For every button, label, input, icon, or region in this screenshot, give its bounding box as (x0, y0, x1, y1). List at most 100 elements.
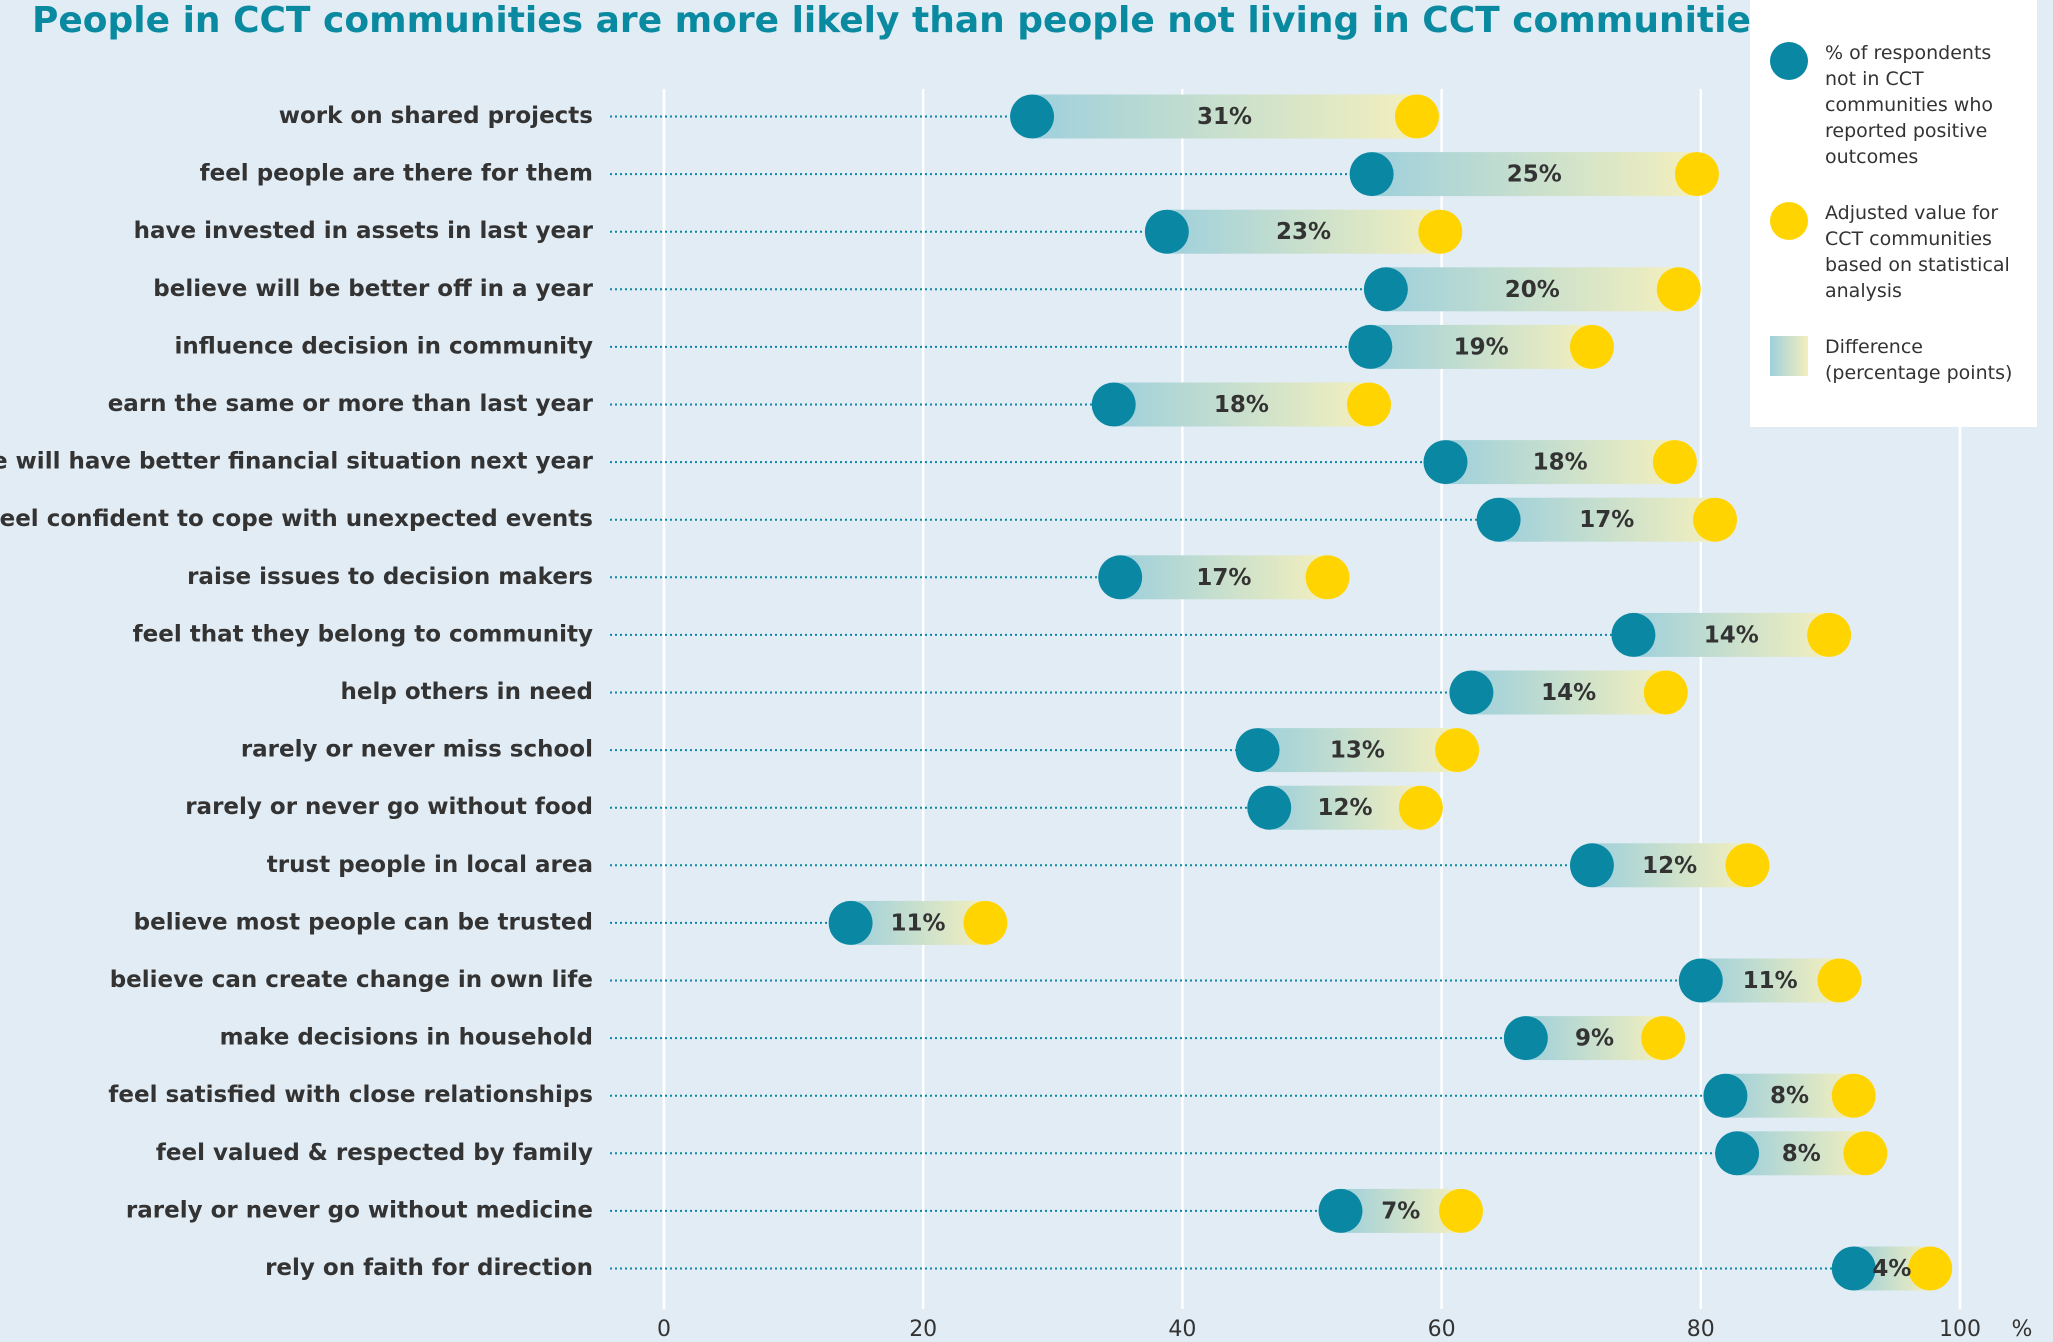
x-tick-label: 100 (1939, 1317, 1981, 1342)
dot-not-cct (1569, 843, 1614, 888)
difference-label: 17% (1196, 565, 1251, 591)
difference-bar (1269, 785, 1421, 830)
dot-not-cct (1476, 497, 1521, 542)
dot-not-cct (1678, 958, 1723, 1003)
difference-label: 19% (1454, 334, 1509, 360)
dot-adjusted (1656, 267, 1701, 312)
dot-adjusted (1843, 1131, 1888, 1176)
dot-not-cct (1363, 267, 1408, 312)
dot-adjusted (1725, 843, 1770, 888)
category-label: feel confident to cope with unexpected e… (0, 506, 593, 532)
difference-label: 14% (1541, 680, 1596, 706)
x-tick-label: 40 (1168, 1317, 1196, 1342)
dot-adjusted (1394, 94, 1439, 139)
category-label: help others in need (341, 679, 593, 705)
category-label: rarely or never miss school (241, 737, 593, 763)
dot-adjusted (1831, 1073, 1876, 1118)
difference-bar (1371, 152, 1697, 197)
category-label: believe will be better off in a year (153, 276, 593, 302)
category-label: rarely or never go without food (185, 794, 593, 820)
legend-item: % of respondents not in CCT communities … (1770, 40, 2017, 170)
difference-label: 20% (1505, 277, 1560, 303)
dot-adjusted (1641, 1016, 1686, 1061)
difference-label: 18% (1533, 450, 1588, 476)
dot-adjusted (1418, 209, 1463, 254)
difference-bar (1113, 382, 1370, 427)
difference-label: 11% (890, 910, 945, 936)
dot-adjusted (1435, 728, 1480, 773)
difference-bar (850, 900, 986, 945)
dot-not-cct (1235, 728, 1280, 773)
category-label: have invested in assets in last year (134, 218, 594, 244)
category-label: make decisions in household (220, 1025, 593, 1051)
category-label: believe will have better financial situa… (0, 449, 594, 475)
difference-label: 13% (1330, 738, 1385, 764)
dot-adjusted (1439, 1188, 1484, 1233)
dot-adjusted (1347, 382, 1392, 427)
dot-adjusted (1569, 324, 1614, 369)
difference-bar (1633, 612, 1830, 657)
difference-bar (1120, 555, 1328, 600)
dot-adjusted (1398, 785, 1443, 830)
category-label: rely on faith for direction (265, 1255, 593, 1281)
category-label: earn the same or more than last year (108, 391, 594, 417)
difference-label: 11% (1743, 968, 1798, 994)
difference-label: 18% (1214, 392, 1269, 418)
dot-not-cct (1318, 1188, 1363, 1233)
category-label: raise issues to decision makers (187, 564, 593, 590)
difference-bar (1032, 94, 1417, 139)
dot-not-cct (1091, 382, 1136, 427)
difference-bar (1370, 324, 1592, 369)
dot-adjusted (1305, 555, 1350, 600)
dot-adjusted (1693, 497, 1738, 542)
category-label: feel that they belong to community (133, 621, 593, 647)
dot-adjusted (1674, 152, 1719, 197)
legend-swatch (1770, 202, 1808, 240)
legend-swatch (1770, 336, 1808, 376)
x-axis-label: % (2012, 1317, 2033, 1342)
difference-bar (1471, 670, 1666, 715)
category-label: rarely or never go without medicine (126, 1197, 593, 1223)
category-label: believe most people can be trusted (134, 909, 593, 935)
dot-adjusted (1817, 958, 1862, 1003)
difference-label: 8% (1782, 1141, 1821, 1167)
dot-adjusted (1908, 1246, 1953, 1291)
legend-swatch (1770, 42, 1808, 80)
dot-not-cct (1503, 1016, 1548, 1061)
dot-adjusted (1807, 612, 1852, 657)
category-label: believe can create change in own life (110, 967, 593, 993)
difference-label: 31% (1197, 104, 1252, 130)
dot-not-cct (828, 900, 873, 945)
dot-not-cct (1247, 785, 1292, 830)
dot-not-cct (1010, 94, 1055, 139)
difference-bar (1498, 497, 1716, 542)
difference-bar (1525, 1016, 1664, 1061)
dot-not-cct (1449, 670, 1494, 715)
difference-bar (1445, 440, 1675, 485)
category-label: feel valued & respected by family (156, 1140, 593, 1166)
x-tick-label: 60 (1428, 1317, 1456, 1342)
difference-label: 12% (1318, 795, 1373, 821)
legend-label: Difference (percentage points) (1825, 336, 2013, 384)
x-tick-label: 20 (909, 1317, 937, 1342)
x-tick-label: 0 (657, 1317, 671, 1342)
legend-label: % of respondents not in CCT communities … (1825, 42, 1994, 168)
difference-bar (1700, 958, 1840, 1003)
difference-label: 12% (1642, 853, 1697, 879)
difference-label: 4% (1872, 1256, 1911, 1282)
difference-label: 25% (1507, 162, 1562, 188)
category-label: feel people are there for them (200, 161, 593, 187)
legend-label: Adjusted value for CCT communities based… (1825, 202, 2010, 302)
dot-not-cct (1611, 612, 1656, 657)
difference-bar (1591, 843, 1748, 888)
dot-adjusted (1643, 670, 1688, 715)
chart-title: People in CCT communities are more likel… (32, 0, 1868, 41)
dot-not-cct (1144, 209, 1189, 254)
difference-label: 17% (1579, 507, 1634, 533)
dot-not-cct (1349, 152, 1394, 197)
dot-not-cct (1098, 555, 1143, 600)
difference-label: 9% (1575, 1026, 1614, 1052)
difference-label: 8% (1770, 1083, 1809, 1109)
